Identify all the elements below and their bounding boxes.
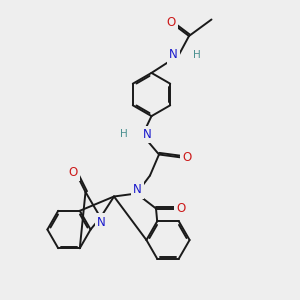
Text: O: O [182, 151, 191, 164]
Text: N: N [97, 215, 106, 229]
Text: H: H [120, 129, 128, 140]
Text: O: O [68, 166, 77, 179]
Text: N: N [133, 183, 142, 196]
Text: N: N [169, 48, 178, 62]
Text: N: N [142, 128, 152, 141]
Text: H: H [193, 50, 200, 61]
Text: O: O [176, 202, 185, 215]
Text: O: O [167, 16, 176, 29]
